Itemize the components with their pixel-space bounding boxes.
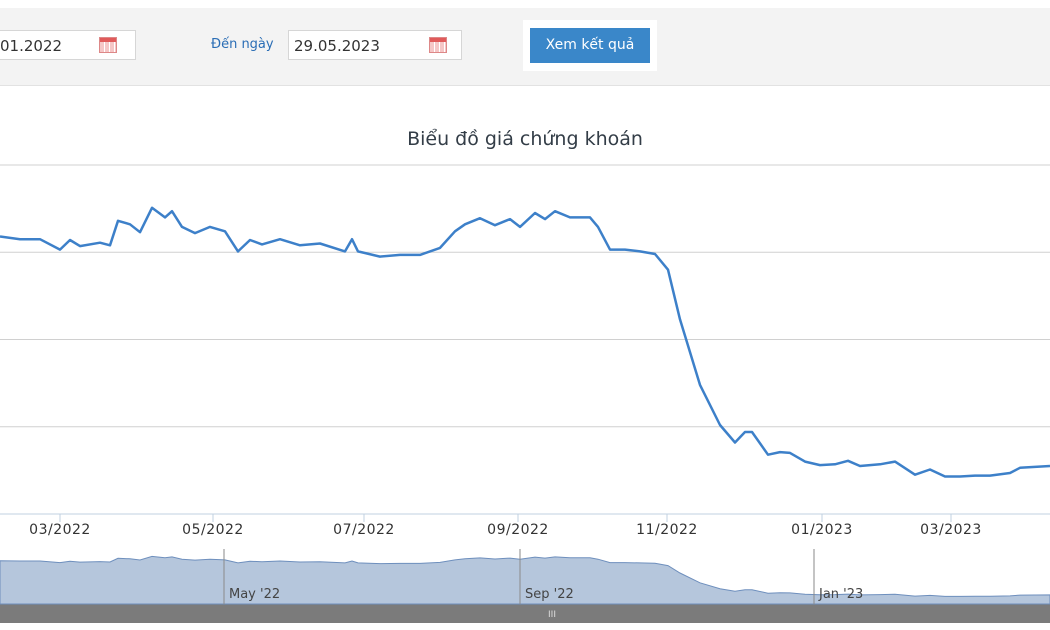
- x-tick-label: 03/2022: [29, 522, 91, 538]
- x-tick-label: 07/2022: [333, 522, 395, 538]
- submit-button[interactable]: Xem kết quả: [530, 28, 650, 63]
- button-frame: Xem kết quả: [523, 20, 657, 71]
- x-tick-label: 05/2022: [182, 522, 244, 538]
- calendar-icon[interactable]: [429, 37, 447, 53]
- navigator-tick-label: May '22: [229, 587, 280, 602]
- scrollbar-grip[interactable]: III: [548, 610, 556, 620]
- price-line: [0, 206, 1050, 478]
- from-date-input[interactable]: 01.2022: [0, 30, 136, 60]
- from-date: 01.2022: [0, 37, 63, 55]
- x-tick-label: 01/2023: [791, 522, 853, 538]
- chart-title: Biểu đồ giá chứng khoán: [407, 128, 643, 150]
- to-date: 29.05.2023: [294, 37, 380, 55]
- x-tick-label: 11/2022: [636, 522, 698, 538]
- navigator-area: [0, 555, 1050, 605]
- scrollbar[interactable]: [0, 604, 1050, 623]
- toolbar: 01.2022 Đến ngày 29.05.2023 Xem kết quả: [0, 8, 1050, 86]
- to-date-input[interactable]: 29.05.2023: [288, 30, 462, 60]
- calendar-icon[interactable]: [99, 37, 117, 53]
- navigator-tick-label: Sep '22: [525, 587, 574, 602]
- x-tick-label: 09/2022: [487, 522, 549, 538]
- to-label: Đến ngày: [211, 37, 274, 52]
- x-tick-label: 03/2023: [920, 522, 982, 538]
- navigator-tick-label: Jan '23: [818, 587, 863, 602]
